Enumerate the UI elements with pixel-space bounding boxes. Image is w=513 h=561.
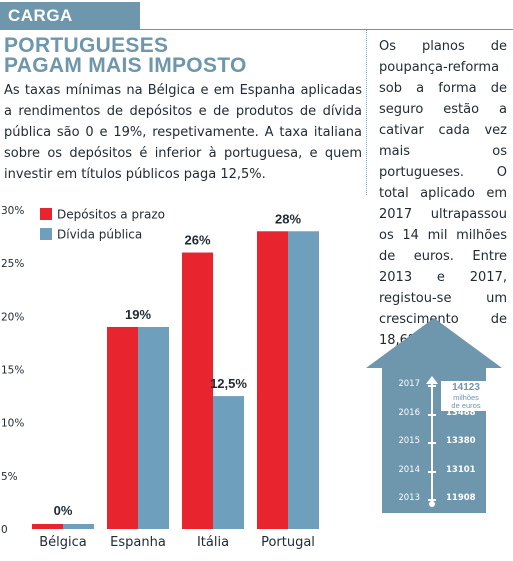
ppr-tick xyxy=(428,470,436,473)
ppr-value-label: 13488 xyxy=(446,407,476,418)
ppr-tick xyxy=(428,413,436,416)
tax-rate-bar-chart: 0 5% 10% 15% 20% 25% 30% Bélgica Espanha Itália Po… xyxy=(1,205,319,550)
y-tick-label: 0 xyxy=(1,524,8,536)
category-label: Portugal xyxy=(261,535,315,550)
bar xyxy=(213,396,244,529)
headline: PORTUGUESES PAGAM MAIS IMPOSTO xyxy=(4,34,364,77)
ppr-year-label: 2014 xyxy=(398,464,420,475)
data-label: 19% xyxy=(125,307,151,322)
legend-label: Depósitos a prazo xyxy=(57,208,165,222)
category-label: Espanha xyxy=(110,535,166,550)
legend-swatch xyxy=(40,228,52,240)
bar xyxy=(138,326,169,529)
ppr-value-label: 14123 xyxy=(452,382,480,393)
header-rule xyxy=(140,29,513,30)
bar xyxy=(257,231,288,529)
headline-line-1: PORTUGUESES xyxy=(4,34,169,57)
y-tick-label: 10% xyxy=(1,418,24,430)
section-tag: CARGA FISCAL xyxy=(0,2,140,53)
sidebar-paragraph: Os planos de poupança-reforma sob a form… xyxy=(379,39,507,348)
headline-line-2: PAGAM MAIS IMPOSTO xyxy=(4,54,247,77)
arrow-axis-start-dot xyxy=(429,501,435,507)
ppr-caption-line-2: A CRESCER xyxy=(407,528,461,538)
ppr-unit-line-1: milhões xyxy=(453,393,479,402)
bar xyxy=(63,524,94,529)
y-tick-label: 5% xyxy=(1,471,18,483)
bar xyxy=(288,231,319,529)
ppr-value-label: 13380 xyxy=(446,436,476,446)
ppr-tick xyxy=(428,499,436,501)
ppr-value-label: 11908 xyxy=(446,493,476,503)
ppr-tick xyxy=(428,442,436,444)
ppr-unit-line-2: de euros xyxy=(451,401,481,410)
category-label: Itália xyxy=(197,535,229,550)
ppr-growth-arrow xyxy=(366,318,502,513)
data-label: 12,5% xyxy=(210,376,247,391)
y-tick-label: 30% xyxy=(1,205,24,217)
ppr-tick xyxy=(428,385,436,387)
legend-label: Dívida pública xyxy=(57,228,142,242)
y-tick-label: 20% xyxy=(1,311,24,323)
y-tick-label: 15% xyxy=(1,365,24,377)
ppr-year-label: 2016 xyxy=(398,407,420,418)
legend-swatch xyxy=(40,208,52,220)
intro-paragraph: As taxas mínimas na Bélgica e em Espanha… xyxy=(4,83,362,182)
data-label: 0% xyxy=(54,503,73,518)
column-divider xyxy=(366,30,367,195)
ppr-year-label: 2013 xyxy=(398,493,420,503)
ppr-value-label: 13101 xyxy=(446,464,476,475)
bar xyxy=(32,524,63,529)
ppr-caption-line-1: SEGUROS PPR xyxy=(400,516,467,526)
bar xyxy=(107,326,138,529)
category-label: Bélgica xyxy=(39,535,87,550)
arrow-shape xyxy=(366,318,502,513)
data-label: 28% xyxy=(275,211,301,226)
ppr-year-label: 2015 xyxy=(398,436,420,446)
bar xyxy=(182,252,213,529)
data-label: 26% xyxy=(184,233,210,248)
ppr-highlight-box: 14123 milhões de euros xyxy=(441,381,491,411)
y-tick-label: 25% xyxy=(1,258,24,270)
ppr-caption: SEGUROS PPR A CRESCER xyxy=(366,515,502,539)
ppr-year-label: 2017 xyxy=(398,379,420,389)
arrow-axis-head xyxy=(426,376,438,384)
